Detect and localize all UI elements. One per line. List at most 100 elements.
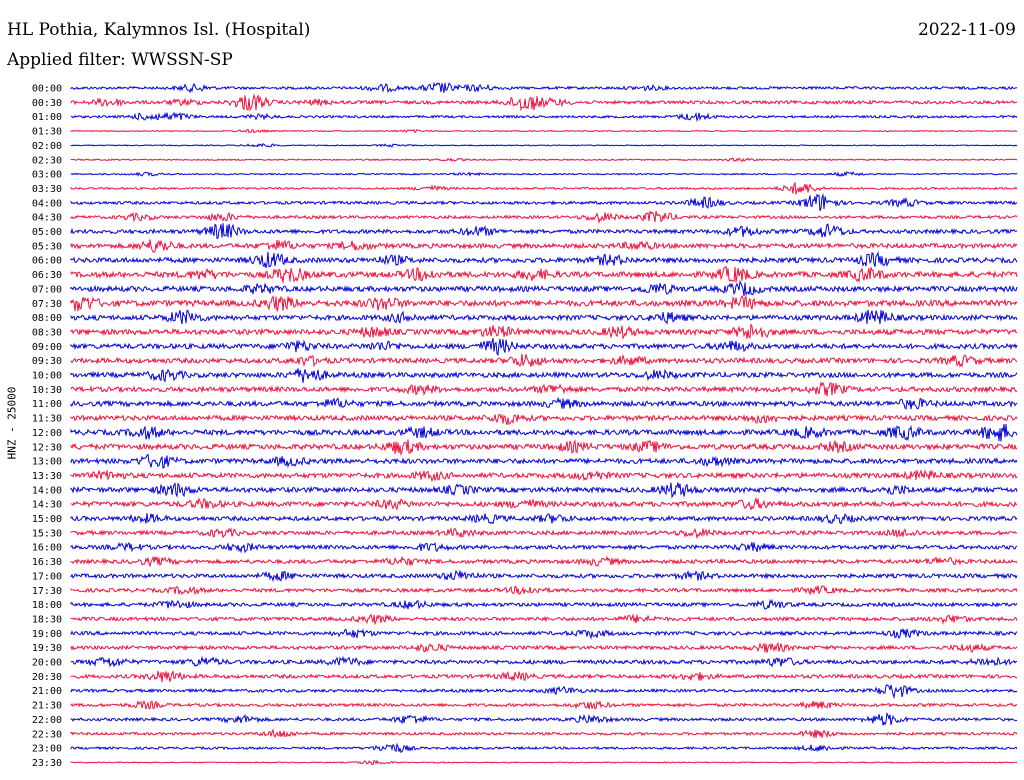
trace-0700 <box>70 280 1018 297</box>
time-tick-label: 08:30 <box>32 327 62 338</box>
time-tick-label: 00:30 <box>32 98 62 109</box>
trace-1800 <box>70 598 1018 610</box>
time-tick-label: 14:00 <box>32 485 62 496</box>
trace-2100 <box>70 684 1018 700</box>
trace-0300 <box>70 171 1018 177</box>
time-tick-label: 03:30 <box>32 184 62 195</box>
trace-0530 <box>70 239 1018 254</box>
time-tick-label: 19:00 <box>32 629 62 640</box>
trace-0400 <box>70 193 1018 212</box>
trace-0730 <box>70 294 1018 312</box>
time-tick-label: 03:00 <box>32 170 62 181</box>
time-tick-label: 12:00 <box>32 428 62 439</box>
trace-0930 <box>70 353 1018 368</box>
time-tick-label: 21:00 <box>32 686 62 697</box>
time-tick-label: 11:30 <box>32 414 62 425</box>
time-tick-label: 20:00 <box>32 658 62 669</box>
trace-1830 <box>70 613 1018 626</box>
trace-1930 <box>70 641 1018 654</box>
time-tick-label: 07:30 <box>32 299 62 310</box>
trace-0330 <box>70 182 1018 195</box>
trace-0000 <box>70 81 1018 94</box>
time-tick-label: 13:30 <box>32 471 62 482</box>
trace-2330 <box>70 759 1018 766</box>
trace-0500 <box>70 223 1018 240</box>
trace-1200 <box>70 424 1018 442</box>
time-tick-label: 18:30 <box>32 614 62 625</box>
trace-1630 <box>70 555 1018 568</box>
time-tick-label: 22:30 <box>32 729 62 740</box>
time-tick-label: 01:00 <box>32 112 62 123</box>
date-label: 2022-11-09 <box>917 20 1016 40</box>
trace-0130 <box>70 128 1018 134</box>
time-tick-label: 17:30 <box>32 586 62 597</box>
time-tick-label: 01:30 <box>32 127 62 138</box>
station-title: HL Pothia, Kalymnos Isl. (Hospital) <box>7 20 311 40</box>
trace-0230 <box>70 157 1018 163</box>
time-tick-label: 17:00 <box>32 571 62 582</box>
time-tick-label: 09:00 <box>32 342 62 353</box>
trace-0030 <box>70 93 1018 112</box>
trace-1130 <box>70 413 1018 426</box>
time-tick-label: 23:00 <box>32 744 62 755</box>
time-tick-label: 04:30 <box>32 213 62 224</box>
trace-0830 <box>70 322 1017 340</box>
trace-1030 <box>70 380 1018 397</box>
trace-1430 <box>70 496 1018 511</box>
time-tick-label: 14:30 <box>32 500 62 511</box>
trace-0630 <box>70 265 1018 284</box>
time-tick-label: 19:30 <box>32 643 62 654</box>
time-tick-label: 00:00 <box>32 84 62 95</box>
time-tick-label: 02:00 <box>32 141 62 152</box>
time-tick-label: 13:00 <box>32 457 62 468</box>
trace-1500 <box>70 512 1018 525</box>
trace-2000 <box>70 655 1018 668</box>
trace-1100 <box>70 396 1018 410</box>
trace-0600 <box>70 250 1018 269</box>
time-tick-label: 12:30 <box>32 442 62 453</box>
trace-2200 <box>70 711 1018 726</box>
trace-1600 <box>70 541 1018 554</box>
trace-0900 <box>70 337 1018 357</box>
trace-1900 <box>70 628 1018 640</box>
time-tick-label: 15:00 <box>32 514 62 525</box>
trace-0430 <box>70 210 1018 225</box>
time-tick-label: 09:30 <box>32 356 62 367</box>
time-tick-label: 10:00 <box>32 371 62 382</box>
time-tick-label: 04:00 <box>32 198 62 209</box>
trace-1730 <box>70 585 1018 596</box>
time-tick-label: 07:00 <box>32 284 62 295</box>
trace-2130 <box>70 699 1018 710</box>
time-tick-label: 06:30 <box>32 270 62 281</box>
trace-0800 <box>70 309 1018 325</box>
time-tick-label: 15:30 <box>32 528 62 539</box>
time-tick-label: 10:30 <box>32 385 62 396</box>
time-tick-label: 22:00 <box>32 715 62 726</box>
trace-0200 <box>70 143 1018 148</box>
time-tick-label: 05:30 <box>32 241 62 252</box>
trace-1000 <box>70 368 1018 383</box>
trace-1400 <box>70 482 1018 499</box>
time-tick-label: 05:00 <box>32 227 62 238</box>
filter-label: Applied filter: WWSSN-SP <box>7 50 233 70</box>
trace-1300 <box>70 453 1018 469</box>
trace-1530 <box>70 527 1018 540</box>
time-tick-label: 20:30 <box>32 672 62 683</box>
time-tick-label: 16:00 <box>32 543 62 554</box>
trace-0100 <box>70 111 1018 123</box>
time-tick-label: 23:30 <box>32 758 62 769</box>
time-tick-label: 06:00 <box>32 256 62 267</box>
trace-1230 <box>70 439 1018 457</box>
trace-1330 <box>70 469 1018 483</box>
time-tick-label: 18:00 <box>32 600 62 611</box>
trace-2300 <box>70 742 1018 754</box>
time-tick-label: 02:30 <box>32 155 62 166</box>
time-tick-label: 16:30 <box>32 557 62 568</box>
time-tick-label: 21:30 <box>32 701 62 712</box>
trace-1700 <box>70 569 1018 583</box>
time-tick-label: 11:00 <box>32 399 62 410</box>
time-tick-label: 08:00 <box>32 313 62 324</box>
trace-2030 <box>70 670 1018 683</box>
trace-2230 <box>70 728 1018 739</box>
